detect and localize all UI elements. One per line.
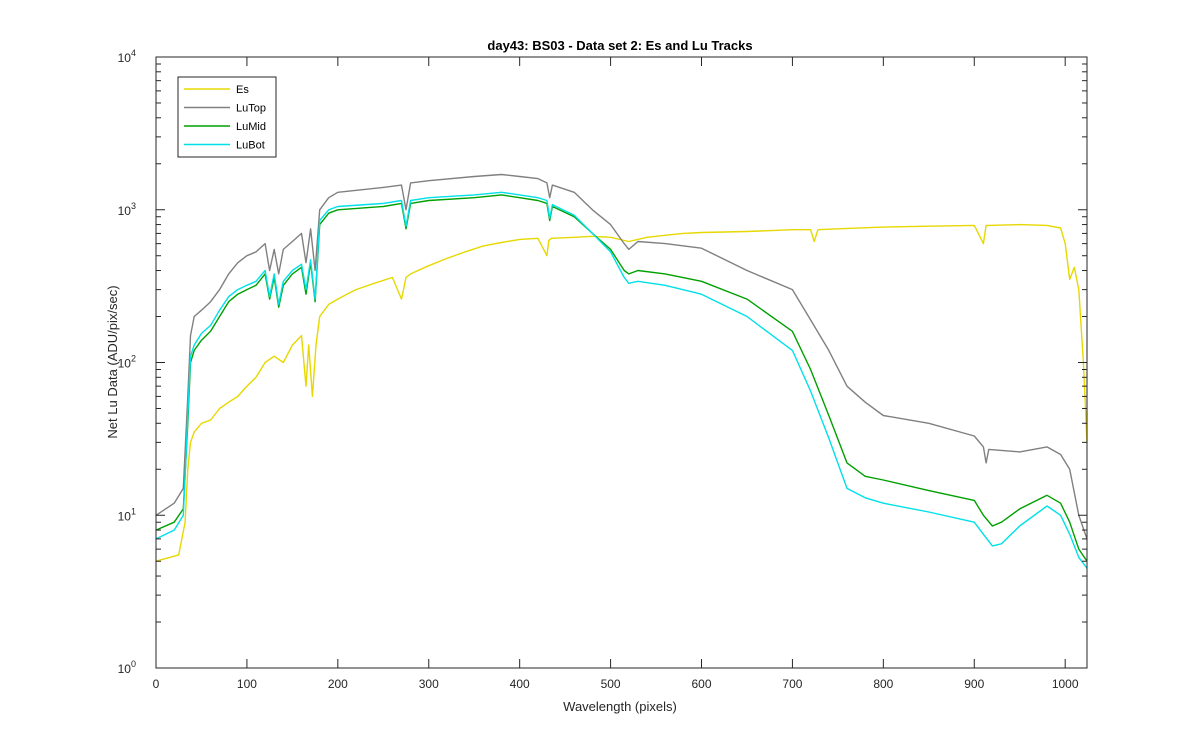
x-tick-label: 400 [510, 677, 530, 691]
x-tick-label: 900 [964, 677, 984, 691]
y-tick-label: 101 [118, 506, 136, 523]
x-tick-label: 100 [237, 677, 257, 691]
series-group [155, 173, 1088, 569]
y-tick-label: 104 [118, 48, 136, 65]
legend-entry: LuBot [236, 140, 265, 152]
x-tick-label: 200 [328, 677, 348, 691]
x-axis: 0 100 200 300 400 500 600 700 800 900 1000 [153, 57, 1079, 691]
x-axis-label: Wavelength (pixels) [563, 699, 677, 714]
y-tick-label: 102 [118, 354, 136, 371]
series-line-lubot [155, 191, 1088, 569]
x-tick-label: 0 [153, 677, 160, 691]
series-line-lumid [155, 194, 1088, 562]
plot-area [156, 57, 1087, 668]
y-axis: 100 101 102 103 104 [118, 48, 1087, 676]
legend-entry: LuTop [236, 103, 266, 115]
legend-box [177, 76, 277, 158]
legend-entry: LuMid [236, 121, 266, 133]
y-tick-label: 100 [118, 659, 136, 676]
chart-title: day43: BS03 - Data set 2: Es and Lu Trac… [487, 38, 752, 53]
legend: Es LuTop LuMid LuBot [177, 76, 277, 158]
x-tick-label: 700 [782, 677, 802, 691]
legend-entry: Es [236, 84, 249, 96]
x-tick-label: 300 [419, 677, 439, 691]
x-tick-label: 500 [601, 677, 621, 691]
y-axis-label: Net Lu Data (ADU/pix/sec) [105, 285, 120, 438]
x-tick-label: 1000 [1052, 677, 1079, 691]
x-tick-label: 600 [691, 677, 711, 691]
series-line-es [155, 223, 1088, 562]
y-tick-label: 103 [118, 201, 136, 218]
x-tick-label: 800 [873, 677, 893, 691]
series-line-lutop [155, 173, 1088, 540]
